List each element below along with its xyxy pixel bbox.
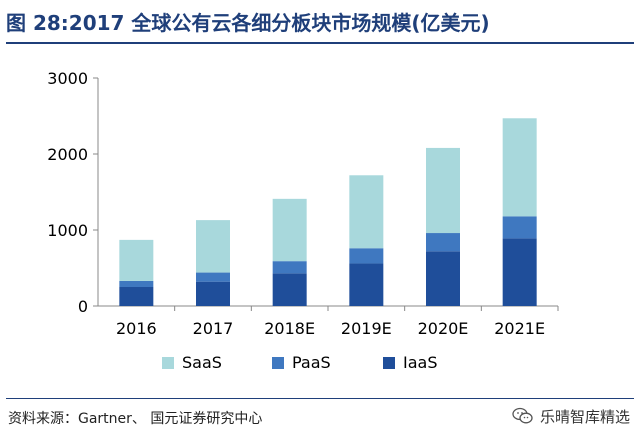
legend-swatch-saas bbox=[162, 357, 174, 369]
y-tick-label: 1000 bbox=[47, 221, 88, 240]
stacked-bar-chart: 0 1000 2000 3000 2016 2017 2018E 2019E 2020E 2021… bbox=[47, 69, 559, 372]
bar-saas-2017 bbox=[196, 220, 230, 273]
x-tick-label: 2021E bbox=[494, 319, 545, 338]
bar-paas-2019e bbox=[349, 248, 384, 264]
chart-title: 图 28:2017 全球公有云各细分板块市场规模(亿美元) bbox=[6, 11, 490, 35]
bars bbox=[119, 118, 537, 306]
source-divider bbox=[6, 398, 634, 399]
legend: SaaS PaaS IaaS bbox=[162, 353, 437, 372]
legend-label-iaas: IaaS bbox=[403, 353, 437, 372]
bar-saas-2020e bbox=[426, 147, 460, 234]
bar-saas-2019e bbox=[349, 175, 384, 249]
bar-iaas-2018e bbox=[272, 273, 307, 306]
legend-label-saas: SaaS bbox=[182, 353, 222, 372]
x-tick-label: 2020E bbox=[418, 319, 469, 338]
bar-paas-2018e bbox=[272, 261, 307, 274]
bar-iaas-2021e bbox=[502, 238, 537, 306]
bar-paas-2016 bbox=[119, 280, 154, 287]
legend-label-paas: PaaS bbox=[292, 353, 331, 372]
bar-paas-2017 bbox=[196, 272, 230, 282]
y-tick-label: 2000 bbox=[47, 145, 88, 164]
x-tick-label: 2018E bbox=[264, 319, 315, 338]
y-tick-label: 3000 bbox=[47, 69, 88, 88]
bar-iaas-2016 bbox=[119, 287, 154, 306]
x-tick-label: 2017 bbox=[193, 319, 234, 338]
bar-iaas-2017 bbox=[196, 281, 230, 306]
watermark-text: 乐晴智库精选 bbox=[539, 407, 630, 426]
wechat-icon bbox=[512, 407, 534, 425]
legend-swatch-iaas bbox=[383, 357, 395, 369]
bar-paas-2020e bbox=[426, 233, 460, 252]
bar-saas-2021e bbox=[502, 118, 537, 217]
title-divider bbox=[6, 42, 634, 44]
bar-iaas-2020e bbox=[426, 251, 460, 306]
bar-saas-2018e bbox=[272, 198, 307, 262]
y-tick-label: 0 bbox=[78, 297, 88, 316]
x-tick-label: 2016 bbox=[116, 319, 157, 338]
axes: 0 1000 2000 3000 2016 2017 2018E 2019E 2020E 2021… bbox=[47, 69, 559, 338]
x-tick-label: 2019E bbox=[341, 319, 392, 338]
bar-paas-2021e bbox=[502, 216, 537, 239]
bar-iaas-2019e bbox=[349, 263, 384, 306]
legend-swatch-paas bbox=[272, 357, 284, 369]
bar-saas-2016 bbox=[119, 239, 154, 281]
source-note: 资料来源：Gartner、 国元证券研究中心 bbox=[8, 411, 263, 427]
watermark: 乐晴智库精选 bbox=[512, 402, 630, 430]
